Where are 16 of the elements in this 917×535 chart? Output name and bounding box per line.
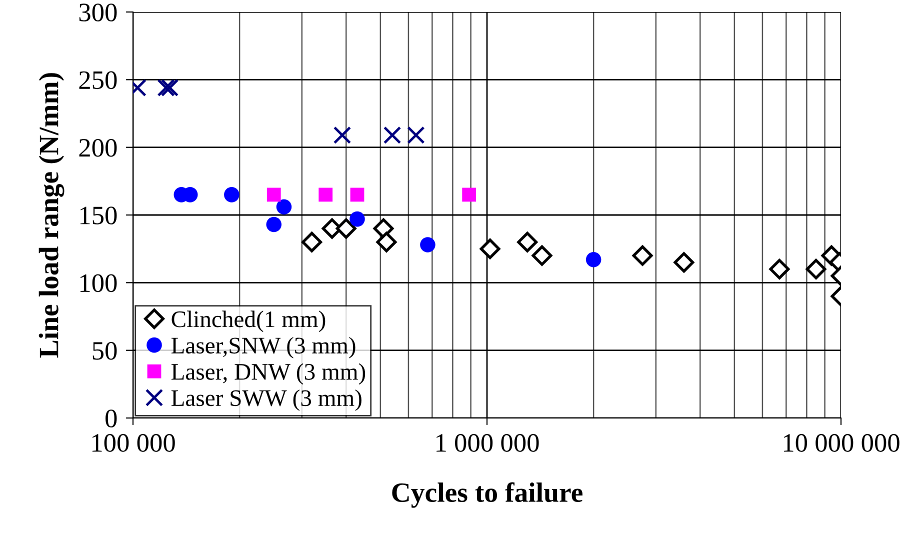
y-tick-label: 150 bbox=[80, 206, 117, 224]
y-tick-label: 50 bbox=[92, 342, 117, 360]
legend-label: Laser, DNW (3 mm) bbox=[171, 363, 366, 385]
y-tick-label: 200 bbox=[79, 138, 117, 157]
y-tick-label: 0 bbox=[106, 410, 117, 428]
x-tick-label: 1 000 000 bbox=[436, 434, 539, 452]
x-tick-label: 100 000 bbox=[92, 434, 175, 452]
legend-label: Clinched(1 mm) bbox=[172, 310, 326, 332]
y-tick-label: 250 bbox=[79, 71, 117, 90]
y-tick-label: 100 bbox=[80, 274, 117, 292]
y-axis-title: Line load range (N/mm) bbox=[38, 73, 64, 358]
y-tick-label: 300 bbox=[79, 4, 117, 22]
x-axis-title: Cycles to failure bbox=[392, 482, 582, 508]
x-tick-label: 10 000 000 bbox=[784, 434, 900, 452]
legend-label: Laser SWW (3 mm) bbox=[171, 390, 362, 411]
legend-label: Laser,SNW (3 mm) bbox=[171, 336, 356, 358]
